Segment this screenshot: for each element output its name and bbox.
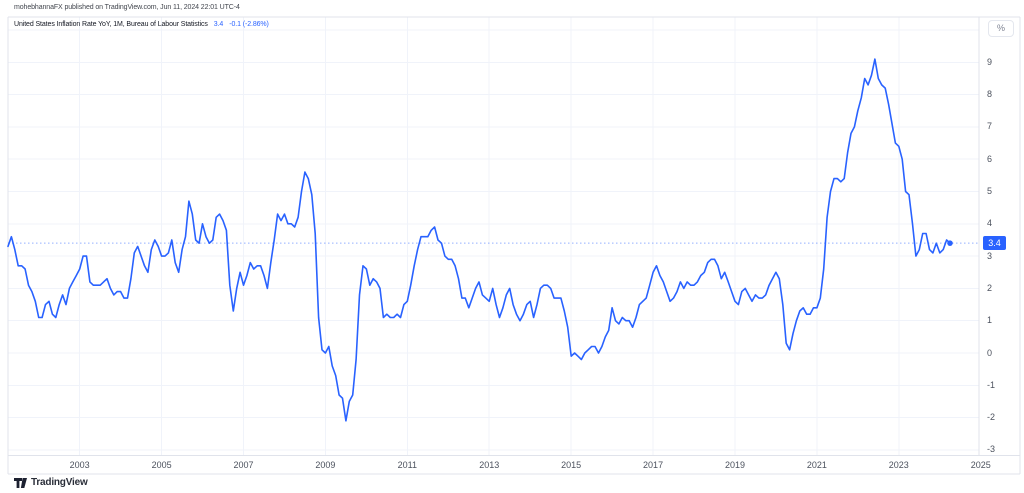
price-tick-label: -1: [987, 379, 996, 390]
tradingview-logo-icon: [14, 477, 27, 488]
time-tick-label: 2013: [479, 460, 500, 470]
attribution-text: mohebhannaFX published on TradingView.co…: [14, 4, 240, 11]
time-tick-label: 2017: [643, 460, 664, 470]
time-tick-label: 2007: [233, 460, 254, 470]
time-tick-label: 2021: [806, 460, 827, 470]
price-tick-label: 5: [987, 186, 993, 196]
time-tick-label: 2009: [315, 460, 336, 470]
tradingview-brand-link[interactable]: TradingView: [14, 477, 88, 488]
price-axis[interactable]: 9 8 7 6 5 4 3 2 1 0 -1 -2 -3: [979, 17, 1024, 456]
price-tick-label: 0: [987, 347, 993, 358]
price-tick-label: 9: [987, 56, 993, 67]
last-price-badge: 3.4: [983, 236, 1006, 251]
time-tick-label: 2015: [561, 460, 582, 470]
price-tick-label: 8: [987, 89, 993, 100]
time-axis[interactable]: 2003 2005 2007 2009 2011 2013 2015 2017 2019 2021…: [8, 456, 1020, 474]
price-tick-label: 3: [987, 250, 993, 261]
time-tick-label: 2023: [888, 460, 909, 470]
time-tick-label: 2011: [397, 460, 417, 470]
time-tick-label: 2019: [724, 460, 745, 470]
price-tick-label: 7: [987, 121, 993, 132]
brand-text: TradingView: [31, 477, 88, 488]
legend-title[interactable]: United States Inflation Rate YoY, 1M, Bu…: [14, 21, 208, 28]
legend-last-value: 3.4: [213, 21, 224, 28]
price-tick-label: -3: [987, 444, 996, 455]
price-tick-label: 4: [987, 218, 993, 229]
time-tick-label: 2005: [151, 460, 172, 470]
price-tick-label: -2: [987, 412, 996, 423]
price-tick-label: 1: [987, 315, 993, 326]
time-tick-label: 2003: [69, 460, 90, 470]
price-tick-label: 6: [987, 153, 993, 164]
price-tick-label: 2: [987, 282, 993, 293]
legend: United States Inflation Rate YoY, 1M, Bu…: [14, 21, 269, 28]
legend-change: -0.1 (-2.86%): [229, 21, 269, 28]
time-tick-label: 2025: [970, 460, 991, 470]
price-scale-mode-button[interactable]: %: [988, 20, 1014, 37]
last-point-marker: [947, 240, 953, 246]
